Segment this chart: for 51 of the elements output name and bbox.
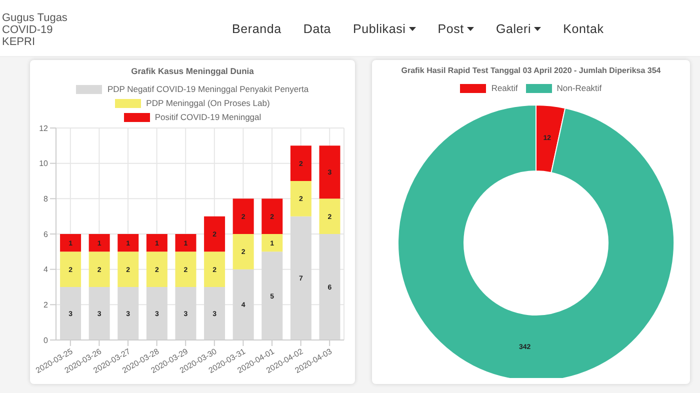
bar [175, 234, 196, 252]
chart-title: Grafik Hasil Rapid Test Tanggal 03 April 2020 - Jumlah Diperiksa 354 [400, 66, 662, 75]
bar [146, 287, 168, 340]
text: Kontak [563, 22, 604, 36]
bar [319, 234, 340, 340]
legend-label: PDP Negatif COVID-19 Meninggal Penyakit Penyerta [107, 84, 309, 94]
bar [118, 287, 139, 340]
bar [60, 287, 82, 340]
legend-label: Reaktif [491, 83, 518, 93]
bar [204, 252, 226, 287]
chart-title: Grafik Kasus Meninggal Dunia [130, 66, 255, 76]
bar [60, 234, 82, 252]
bar [204, 216, 226, 252]
bar [319, 146, 340, 199]
bar [88, 234, 110, 252]
text: Data [303, 22, 331, 36]
bar [88, 287, 110, 340]
bar [88, 252, 110, 287]
bar [290, 181, 312, 216]
bar [146, 234, 168, 252]
y-tick-label: 12 [39, 124, 49, 133]
text: Publikasi [352, 22, 406, 36]
legend-label: Positif COVID-19 Meninggal [154, 112, 262, 122]
bar [175, 287, 196, 340]
bar [262, 198, 283, 234]
bar [175, 252, 196, 287]
bar [118, 234, 139, 252]
bar [232, 269, 254, 340]
y-tick-label: 6 [44, 230, 49, 239]
y-tick-label: 2 [44, 300, 49, 310]
y-tick-label: 10 [39, 159, 49, 168]
bar [146, 252, 168, 287]
bar [232, 198, 254, 234]
bar [319, 198, 340, 234]
bar [262, 252, 283, 340]
bar [232, 234, 254, 270]
text: Gugus Tugas COVID-19 KEPRI [2, 12, 68, 48]
y-tick-label: 4 [44, 265, 49, 274]
text: Galeri [496, 22, 532, 36]
bar [262, 234, 283, 252]
legend-label: Non-Reaktif [556, 83, 602, 93]
legend-label: PDP Meninggal (On Proses Lab) [146, 98, 270, 108]
text: Beranda [232, 22, 282, 36]
y-tick-label: 0 [44, 336, 49, 345]
y-tick-label: 8 [44, 194, 49, 204]
bar [60, 252, 82, 287]
bar [290, 216, 312, 340]
bar [204, 287, 226, 340]
text: Post [438, 22, 464, 36]
bar [290, 146, 312, 181]
bar [118, 252, 139, 287]
